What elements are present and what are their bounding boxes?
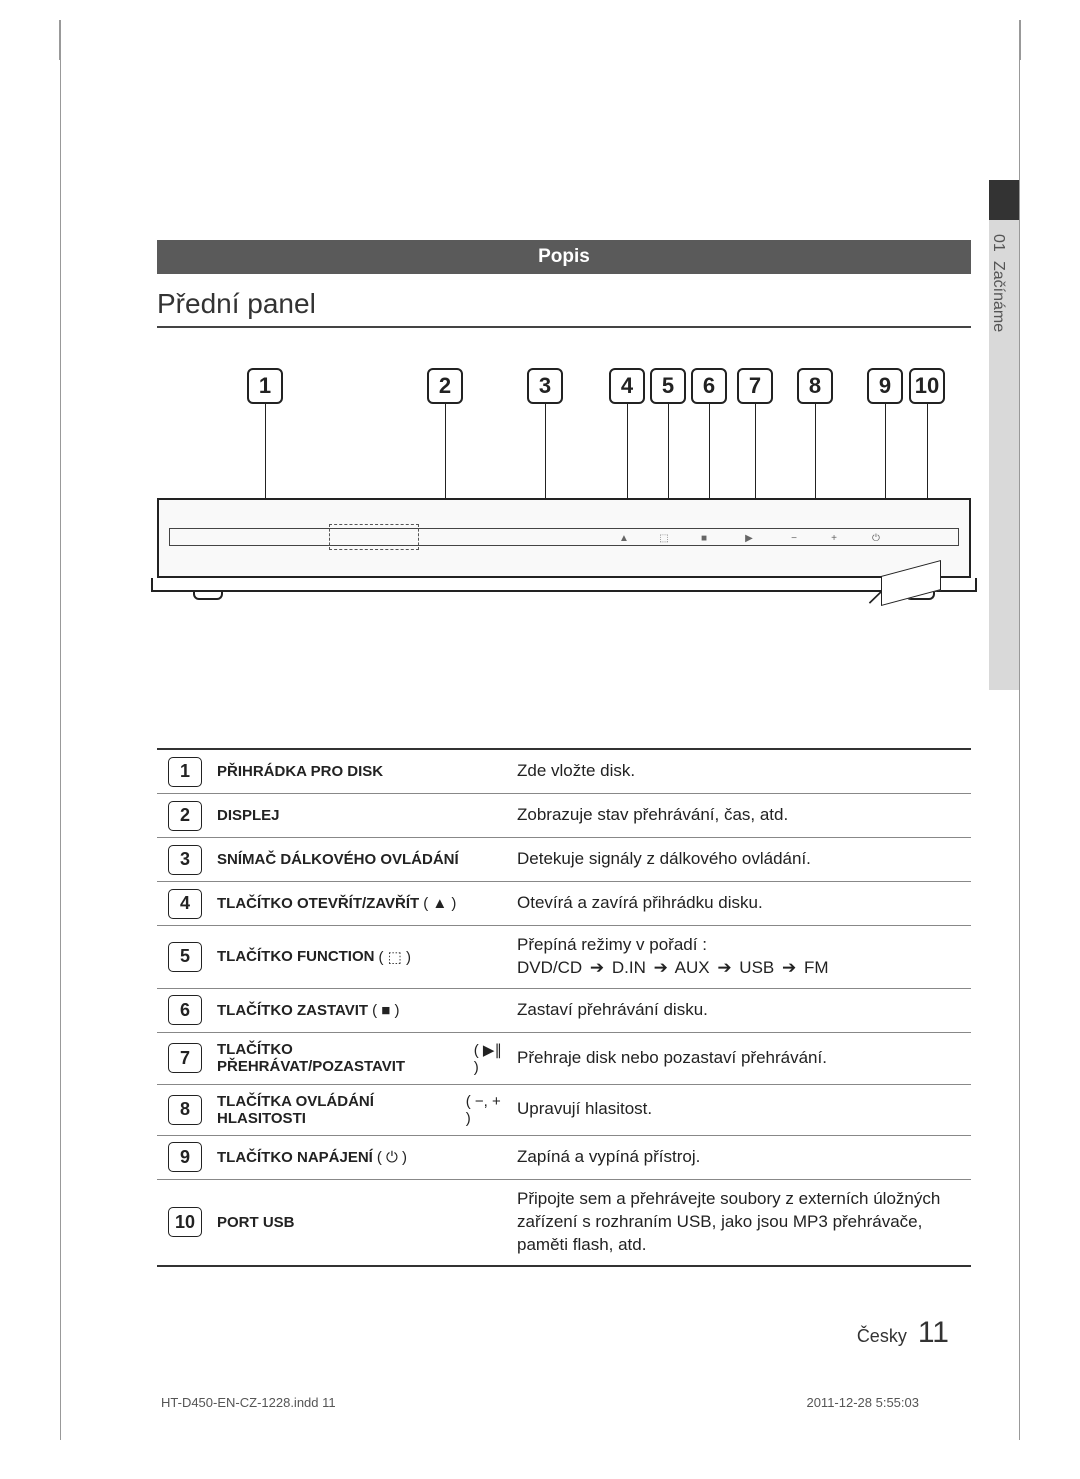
disc-slot <box>169 528 959 546</box>
row-number: 4 <box>157 882 213 925</box>
chapter-title: Začínáme <box>989 261 1007 332</box>
panel-button-icon: − <box>789 534 799 544</box>
row-description: Detekuje signály z dálkového ovládání. <box>513 838 971 881</box>
device-base <box>151 578 977 592</box>
table-row: 2DISPLEJ Zobrazuje stav přehrávání, čas,… <box>157 794 971 838</box>
table-row: 1PŘIHRÁDKA PRO DISK Zde vložte disk. <box>157 750 971 794</box>
chapter-number: 01 <box>989 234 1007 252</box>
panel-button-icon: ⬚ <box>659 534 669 544</box>
row-label: TLAČÍTKO OTEVŘÍT/ZAVŘÍT ( ▲ ) <box>213 882 513 925</box>
row-label: DISPLEJ <box>213 794 513 837</box>
callout-3: 3 <box>527 368 563 404</box>
row-number: 1 <box>157 750 213 793</box>
table-row: 9TLAČÍTKO NAPÁJENÍ ( ⏻ )Zapíná a vypíná … <box>157 1136 971 1180</box>
device-outline: ▲ ⬚ ■ ▶ − + ⏻ <box>157 498 971 578</box>
row-number: 2 <box>157 794 213 837</box>
source-file: HT-D450-EN-CZ-1228.indd 11 <box>161 1395 336 1410</box>
panel-button-icon: ■ <box>699 534 709 544</box>
row-label: TLAČÍTKO NAPÁJENÍ ( ⏻ ) <box>213 1136 513 1179</box>
print-metadata: HT-D450-EN-CZ-1228.indd 11 2011-12-28 5:… <box>161 1395 919 1410</box>
row-description: Zapíná a vypíná přístroj. <box>513 1136 971 1179</box>
callout-2: 2 <box>427 368 463 404</box>
panel-spec-table: 1PŘIHRÁDKA PRO DISK Zde vložte disk.2DIS… <box>157 748 971 1267</box>
row-label: PŘIHRÁDKA PRO DISK <box>213 750 513 793</box>
row-number: 8 <box>157 1085 213 1135</box>
row-label: TLAČÍTKA OVLÁDÁNÍ HLASITOSTI ( −, + ) <box>213 1085 513 1135</box>
table-row: 8TLAČÍTKA OVLÁDÁNÍ HLASITOSTI ( −, + )Up… <box>157 1085 971 1136</box>
row-number: 5 <box>157 926 213 988</box>
print-timestamp: 2011-12-28 5:55:03 <box>806 1395 919 1410</box>
panel-button-icon: + <box>829 534 839 544</box>
callout-1: 1 <box>247 368 283 404</box>
table-row: 10PORT USB Připojte sem a přehrávejte so… <box>157 1180 971 1265</box>
row-label: TLAČÍTKO PŘEHRÁVAT/POZASTAVIT ( ▶∥ ) <box>213 1033 513 1084</box>
callout-7: 7 <box>737 368 773 404</box>
row-description: Připojte sem a přehrávejte soubory z ext… <box>513 1180 971 1265</box>
row-description: Zde vložte disk. <box>513 750 971 793</box>
row-label: TLAČÍTKO ZASTAVIT ( ■ ) <box>213 989 513 1032</box>
content-area: Popis Přední panel 12345678910 ▲⬚■▶−+⏻ 1… <box>157 240 971 1267</box>
panel-button-icon: ▶ <box>744 534 754 544</box>
section-header: Popis <box>157 240 971 274</box>
footer-lang: Česky <box>857 1326 907 1346</box>
table-row: 3SNÍMAČ DÁLKOVÉHO OVLÁDÁNÍ Detekuje sign… <box>157 838 971 882</box>
table-row: 7TLAČÍTKO PŘEHRÁVAT/POZASTAVIT ( ▶∥ )Pře… <box>157 1033 971 1085</box>
page-frame: 01 Začínáme Popis Přední panel 123456789… <box>60 20 1020 1440</box>
row-label: TLAČÍTKO FUNCTION ( ⬚ ) <box>213 926 513 988</box>
table-row: 4TLAČÍTKO OTEVŘÍT/ZAVŘÍT ( ▲ )Otevírá a … <box>157 882 971 926</box>
row-description: Otevírá a zavírá přihrádku disku. <box>513 882 971 925</box>
table-row: 5TLAČÍTKO FUNCTION ( ⬚ )Přepíná režimy v… <box>157 926 971 989</box>
footer-page-number: 11 <box>918 1316 949 1349</box>
row-icon: ( ▶∥ ) <box>474 1041 509 1076</box>
row-icon: ( ⏻ ) <box>377 1149 407 1166</box>
row-number: 10 <box>157 1180 213 1265</box>
callout-5: 5 <box>650 368 686 404</box>
row-description: Zobrazuje stav přehrávání, čas, atd. <box>513 794 971 837</box>
chapter-tab: 01 Začínáme <box>989 180 1019 690</box>
row-icon: ( ▲ ) <box>423 895 456 912</box>
row-description: Zastaví přehrávání disku. <box>513 989 971 1032</box>
row-description: Přehraje disk nebo pozastaví přehrávání. <box>513 1033 971 1084</box>
panel-button-icon: ▲ <box>619 534 629 544</box>
row-description: Upravují hlasitost. <box>513 1085 971 1135</box>
table-row: 6TLAČÍTKO ZASTAVIT ( ■ )Zastaví přehrává… <box>157 989 971 1033</box>
display-area <box>329 524 419 550</box>
page-number-footer: Česky 11 <box>857 1316 949 1350</box>
section-subtitle: Přední panel <box>157 288 971 328</box>
callout-4: 4 <box>609 368 645 404</box>
front-panel-diagram: 1 2 3 45678910 ▲ ⬚ ■ ▶ − + ⏻ <box>157 368 971 628</box>
callout-8: 8 <box>797 368 833 404</box>
row-icon: ( ■ ) <box>372 1002 399 1019</box>
row-icon: ( −, + ) <box>466 1093 509 1127</box>
callout-6: 6 <box>691 368 727 404</box>
row-number: 6 <box>157 989 213 1032</box>
row-label: SNÍMAČ DÁLKOVÉHO OVLÁDÁNÍ <box>213 838 513 881</box>
callout-10: 10 <box>909 368 945 404</box>
device-foot <box>193 590 223 600</box>
row-icon: ( ⬚ ) <box>378 948 411 966</box>
row-description: Přepíná režimy v pořadí :DVD/CD ➔ D.IN ➔… <box>513 926 971 988</box>
row-label: PORT USB <box>213 1180 513 1265</box>
panel-button-icon: ⏻ <box>871 534 881 544</box>
row-number: 9 <box>157 1136 213 1179</box>
callout-9: 9 <box>867 368 903 404</box>
row-number: 3 <box>157 838 213 881</box>
row-number: 7 <box>157 1033 213 1084</box>
